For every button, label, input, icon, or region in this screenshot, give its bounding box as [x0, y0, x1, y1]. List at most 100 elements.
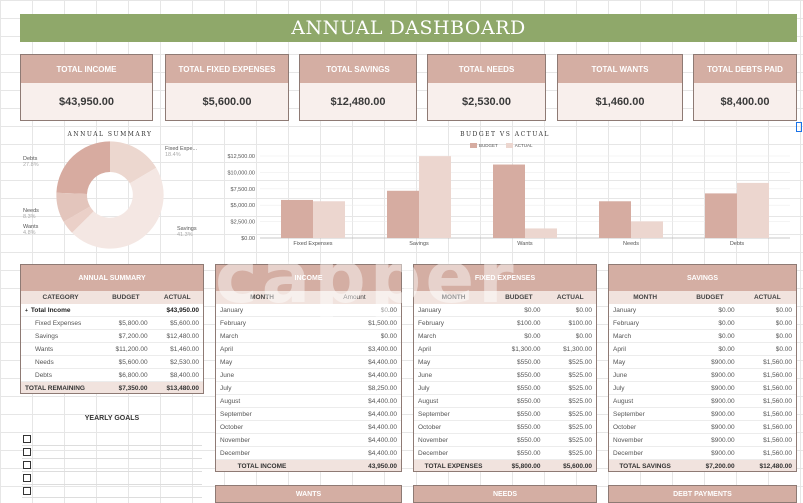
- footer-label: TOTAL SAVINGS: [619, 462, 671, 470]
- table-row: September $900.00 $1,560.00: [609, 408, 796, 421]
- kpi-value: $43,950.00: [58, 95, 115, 108]
- cell-amount: $900.00: [711, 423, 735, 431]
- bar-actual-savings: [419, 156, 451, 238]
- cell-budget: $5,800.00: [118, 319, 148, 327]
- cell-amount: $1,560.00: [763, 397, 792, 405]
- cell-amount: $4,400.00: [368, 397, 397, 405]
- cell-amount: $4,400.00: [368, 436, 397, 444]
- cell-month: November: [418, 436, 448, 444]
- cell-category: Wants: [35, 345, 54, 353]
- cell-amount: $1,560.00: [763, 449, 792, 457]
- cell-actual: $12,480.00: [166, 332, 199, 340]
- cell-amount: $900.00: [711, 384, 735, 392]
- kpi-label: TOTAL SAVINGS: [300, 55, 416, 83]
- bar-budget-debts: [705, 193, 737, 238]
- cell-month: December: [220, 449, 250, 457]
- col-header: BUDGET: [696, 294, 724, 301]
- goal-checkbox[interactable]: [23, 461, 31, 469]
- table-row: December $4,400.00: [216, 447, 401, 460]
- table-row: September $4,400.00: [216, 408, 401, 421]
- table-header-row: MONTH BUDGET ACTUAL: [414, 291, 596, 304]
- cell-selection-marker[interactable]: [796, 122, 802, 132]
- kpi-total-fixed-expenses: TOTAL FIXED EXPENSES $5,600.00: [165, 54, 289, 121]
- cell-amount: $550.00: [517, 358, 541, 366]
- cell-amount: $1,500.00: [368, 319, 397, 327]
- kpi-total-income: TOTAL INCOME $43,950.00: [20, 54, 153, 121]
- cell-amount: $0.00: [775, 306, 792, 314]
- donut-label-savings: Savings 41.3%: [177, 226, 197, 238]
- cell-amount: $525.00: [568, 384, 592, 392]
- cell-month: November: [613, 436, 643, 444]
- cell-month: June: [613, 371, 628, 379]
- cell-amount: $1,560.00: [763, 410, 792, 418]
- table-row: January $0.00 $0.00: [609, 304, 796, 317]
- kpi-label: TOTAL DEBTS PAID: [694, 55, 796, 83]
- donut-label-fixed-expenses: Fixed Expe... 18.4%: [165, 146, 198, 158]
- table-row: August $4,400.00: [216, 395, 401, 408]
- donut-label-debts: Debts 27.8%: [23, 156, 39, 168]
- cell-amount: $8,250.00: [368, 384, 397, 392]
- table-row: September $550.00 $525.00: [414, 408, 596, 421]
- kpi-label: TOTAL INCOME: [21, 55, 152, 83]
- cell-amount: $525.00: [568, 423, 592, 431]
- expand-icon[interactable]: +: [25, 307, 28, 314]
- kpi-value: $12,480.00: [330, 95, 386, 108]
- cell-amount: $0.00: [524, 332, 541, 340]
- cell-amount: $1,300.00: [563, 345, 592, 353]
- table-header-row: CATEGORY BUDGET ACTUAL: [21, 291, 203, 304]
- yearly-goals-title: YEARLY GOALS: [84, 415, 140, 422]
- table-row: December $550.00 $525.00: [414, 447, 596, 460]
- footer-actual: $5,600.00: [563, 462, 592, 470]
- cell-month: July: [613, 384, 625, 392]
- table-row: February $1,500.00: [216, 317, 401, 330]
- cell-amount: $100.00: [517, 319, 541, 327]
- cell-budget: $5,600.00: [118, 358, 148, 366]
- cell-month: September: [418, 410, 450, 418]
- cell-month: April: [613, 345, 627, 353]
- cell-month: September: [220, 410, 252, 418]
- x-tick-label: Debts: [730, 241, 745, 247]
- kpi-total-wants: TOTAL WANTS $1,460.00: [557, 54, 683, 121]
- table-row: June $550.00 $525.00: [414, 369, 596, 382]
- goal-item: [22, 446, 202, 459]
- bar-actual-fixed-expenses: [313, 201, 345, 238]
- goal-checkbox[interactable]: [23, 448, 31, 456]
- table-row: October $4,400.00: [216, 421, 401, 434]
- footer-budget: $5,800.00: [511, 462, 541, 470]
- cell-month: December: [418, 449, 448, 457]
- goal-checkbox[interactable]: [23, 487, 31, 495]
- cell-month: July: [418, 384, 430, 392]
- cell-amount: $1,560.00: [763, 371, 792, 379]
- cell-category: Debts: [35, 371, 52, 379]
- kpi-value: $2,530.00: [462, 95, 511, 108]
- table-row: November $900.00 $1,560.00: [609, 434, 796, 447]
- table-row: June $4,400.00: [216, 369, 401, 382]
- goal-item: [22, 485, 202, 498]
- cell-month: December: [613, 449, 643, 457]
- cell-actual: $8,400.00: [170, 371, 199, 379]
- table-row: November $4,400.00: [216, 434, 401, 447]
- kpi-total-needs: TOTAL NEEDS $2,530.00: [427, 54, 546, 121]
- table-row: March $0.00 $0.00: [609, 330, 796, 343]
- table-row: May $900.00 $1,560.00: [609, 356, 796, 369]
- cell-amount: $550.00: [517, 371, 541, 379]
- cell-amount: $900.00: [711, 397, 735, 405]
- bar-chart-title: BUDGET VS ACTUAL: [460, 131, 550, 138]
- wants-section-header: WANTS: [215, 485, 402, 503]
- kpi-label: TOTAL NEEDS: [428, 55, 545, 83]
- cell-amount: $525.00: [568, 436, 592, 444]
- goal-checkbox[interactable]: [23, 435, 31, 443]
- cell-amount: $525.00: [568, 410, 592, 418]
- col-header: Amount: [343, 294, 366, 301]
- x-tick-label: Savings: [409, 241, 429, 247]
- bar-budget-fixed-expenses: [281, 199, 313, 238]
- table-row: August $900.00 $1,560.00: [609, 395, 796, 408]
- table-row: April $1,300.00 $1,300.00: [414, 343, 596, 356]
- col-header: ACTUAL: [556, 294, 584, 301]
- goal-checkbox[interactable]: [23, 474, 31, 482]
- cell-month: September: [613, 410, 645, 418]
- footer-budget: $7,350.00: [118, 384, 148, 392]
- col-header: MONTH: [250, 294, 274, 301]
- total-income-row[interactable]: + Total Income $43,950.00: [21, 304, 203, 317]
- cell-amount: $900.00: [711, 358, 735, 366]
